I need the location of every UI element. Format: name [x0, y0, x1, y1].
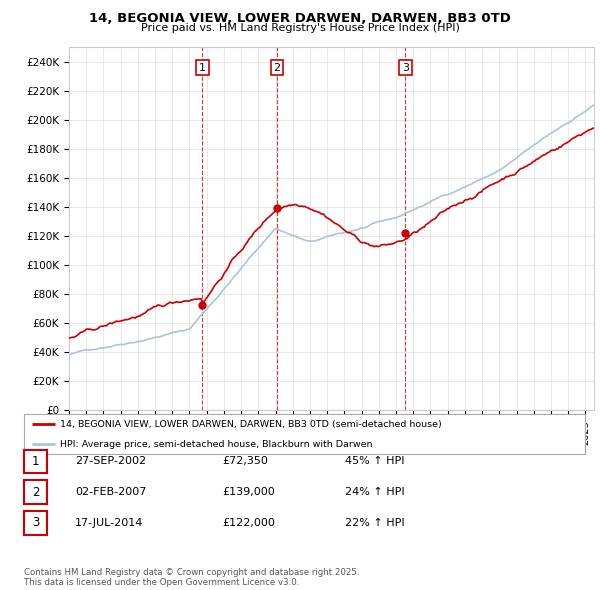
Text: £122,000: £122,000	[222, 518, 275, 527]
Text: Contains HM Land Registry data © Crown copyright and database right 2025.
This d: Contains HM Land Registry data © Crown c…	[24, 568, 359, 587]
Text: £139,000: £139,000	[222, 487, 275, 497]
Text: 02-FEB-2007: 02-FEB-2007	[75, 487, 146, 497]
Text: Price paid vs. HM Land Registry's House Price Index (HPI): Price paid vs. HM Land Registry's House …	[140, 23, 460, 33]
Text: 24% ↑ HPI: 24% ↑ HPI	[345, 487, 404, 497]
Text: 2: 2	[32, 486, 39, 499]
Text: 3: 3	[32, 516, 39, 529]
Text: £72,350: £72,350	[222, 457, 268, 466]
Text: 1: 1	[32, 455, 39, 468]
Text: 14, BEGONIA VIEW, LOWER DARWEN, DARWEN, BB3 0TD: 14, BEGONIA VIEW, LOWER DARWEN, DARWEN, …	[89, 12, 511, 25]
Text: 27-SEP-2002: 27-SEP-2002	[75, 457, 146, 466]
Text: 3: 3	[402, 63, 409, 73]
Text: 1: 1	[199, 63, 206, 73]
Text: 14, BEGONIA VIEW, LOWER DARWEN, DARWEN, BB3 0TD (semi-detached house): 14, BEGONIA VIEW, LOWER DARWEN, DARWEN, …	[61, 419, 442, 429]
Text: 22% ↑ HPI: 22% ↑ HPI	[345, 518, 404, 527]
Text: 45% ↑ HPI: 45% ↑ HPI	[345, 457, 404, 466]
Text: 2: 2	[274, 63, 281, 73]
Text: HPI: Average price, semi-detached house, Blackburn with Darwen: HPI: Average price, semi-detached house,…	[61, 440, 373, 449]
Text: 17-JUL-2014: 17-JUL-2014	[75, 518, 143, 527]
